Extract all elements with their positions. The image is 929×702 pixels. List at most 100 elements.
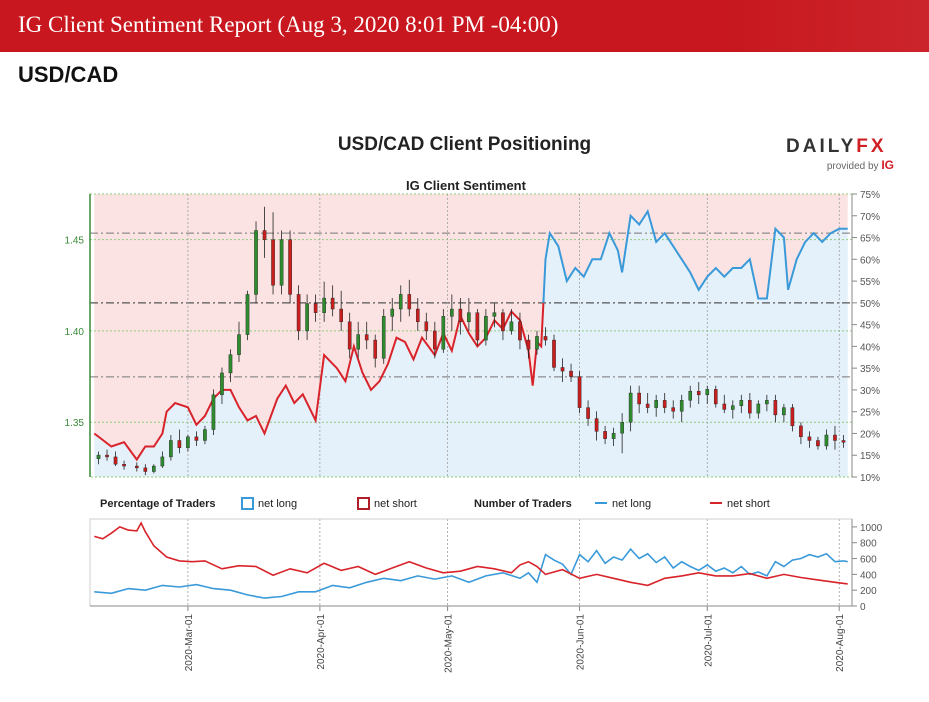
percent-tick-label: 20% (860, 429, 880, 440)
candle-body (288, 239, 292, 295)
date-tick-label: 2020-Mar-01 (184, 614, 195, 672)
percent-tick-label: 55% (860, 277, 880, 288)
candle-body (271, 239, 275, 286)
logo-fx: FX (856, 136, 887, 157)
candle-body (696, 390, 701, 396)
report-title: IG Client Sentiment Report (Aug 3, 2020 … (18, 12, 559, 37)
candle-body (450, 308, 454, 317)
candle-body (628, 392, 633, 423)
legend-num-short-label: net short (727, 498, 770, 510)
percent-tick-label: 25% (860, 408, 880, 419)
percent-tick-label: 70% (860, 212, 880, 223)
date-tick-label: 2020-Aug-01 (835, 614, 846, 672)
candle-body (518, 321, 522, 341)
legend-pct-long-label: net long (258, 498, 297, 510)
candle-body (415, 308, 420, 323)
percent-tick-label: 30% (860, 386, 880, 397)
legend-pct-long-swatch (241, 497, 254, 510)
net-short-count-line (94, 521, 848, 587)
report-header-banner: IG Client Sentiment Report (Aug 3, 2020 … (0, 0, 929, 52)
candle-body (816, 440, 820, 447)
candle-body (322, 297, 326, 313)
candle-body (688, 390, 693, 401)
candle-body (731, 405, 735, 410)
count-tick-label: 1000 (860, 523, 883, 534)
percent-tick-label: 65% (860, 234, 880, 245)
candle-body (424, 321, 429, 332)
count-tick-label: 200 (860, 586, 877, 597)
count-tick-label: 600 (860, 555, 877, 566)
candle-body (560, 367, 565, 372)
price-tick-label: 1.45 (65, 236, 85, 247)
candle-body (509, 321, 514, 332)
candle-body (611, 432, 616, 439)
candle-body (194, 436, 199, 441)
candle-body (245, 294, 250, 335)
candle-body (113, 456, 118, 465)
candle-body (407, 294, 412, 310)
candle-body (105, 454, 109, 458)
candle-body (228, 354, 233, 374)
candle-body (122, 464, 126, 467)
percent-tick-label: 35% (860, 364, 880, 375)
candle-body (467, 312, 471, 323)
candle-body (475, 312, 480, 341)
trader-count-frame (89, 518, 853, 607)
candle-body (484, 316, 488, 341)
count-tick-label: 0 (860, 602, 866, 613)
candle-body (373, 339, 378, 359)
candle-body (433, 330, 437, 350)
candle-body (620, 422, 624, 434)
candle-body (586, 407, 590, 419)
candle-body (824, 434, 829, 447)
percent-tick-label: 45% (860, 321, 880, 332)
candle-body (169, 440, 173, 458)
candle-body (211, 394, 216, 430)
legend-pct-short-swatch (357, 497, 370, 510)
currency-pair-label: USD/CAD (18, 62, 119, 87)
chart-title: USD/CAD Client Positioning (337, 134, 592, 155)
candle-body (305, 303, 309, 332)
candle-body (279, 239, 284, 286)
percent-tick-label: 15% (860, 451, 880, 462)
candle-body (492, 312, 497, 317)
candle-body (501, 312, 505, 332)
date-tick-label: 2020-Apr-01 (316, 614, 327, 670)
candle-body (96, 454, 101, 459)
candle-body (339, 308, 343, 323)
candle-body (569, 370, 573, 377)
candle-body (220, 372, 224, 396)
date-tick-label: 2020-May-01 (444, 614, 455, 673)
percent-tick-label: 60% (860, 255, 880, 266)
legend-percentage-label: Percentage of Traders (100, 498, 216, 510)
candle-body (782, 407, 786, 416)
candle-body (364, 334, 369, 341)
dailyfx-logo: DAILYFX provided by IG (786, 136, 898, 172)
candle-body (135, 465, 139, 469)
candle-body (313, 303, 318, 313)
candle-body (773, 400, 778, 416)
candle-body (603, 431, 607, 439)
legend-pct-short-label: net short (374, 498, 417, 510)
price-tick-label: 1.35 (65, 418, 85, 429)
candle-body (637, 392, 641, 405)
candle-body (705, 389, 710, 396)
candle-body (713, 389, 718, 405)
net-long-count-line (94, 547, 848, 599)
legend-number-label: Number of Traders (474, 498, 572, 510)
candle-body (790, 407, 795, 427)
candle-body (722, 403, 727, 410)
candle-body (833, 434, 837, 441)
candle-body (671, 407, 676, 412)
candle-body (441, 316, 446, 350)
percent-tick-label: 10% (860, 473, 880, 484)
candle-body (739, 400, 744, 406)
candle-body (186, 436, 190, 448)
provided-by-text: provided by (826, 161, 879, 172)
candle-body (756, 403, 761, 414)
candle-body (390, 308, 395, 317)
net-short-sentiment-line (93, 302, 545, 462)
candle-body (799, 425, 803, 438)
candle-body (203, 429, 207, 441)
